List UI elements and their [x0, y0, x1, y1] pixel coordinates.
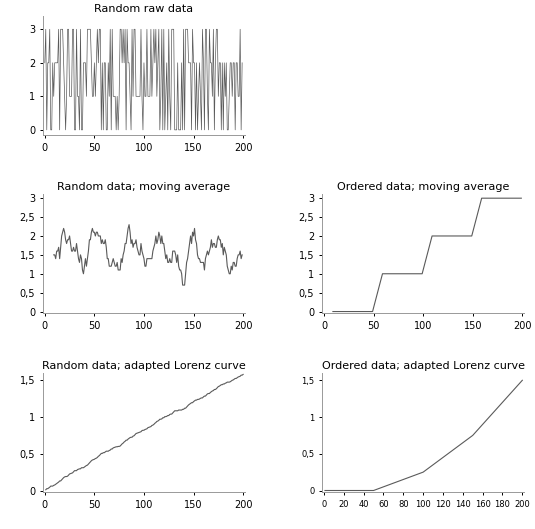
- Title: Random data; moving average: Random data; moving average: [57, 183, 231, 192]
- Title: Random data; adapted Lorenz curve: Random data; adapted Lorenz curve: [42, 361, 246, 371]
- Title: Ordered data; moving average: Ordered data; moving average: [337, 183, 509, 192]
- Title: Ordered data; adapted Lorenz curve: Ordered data; adapted Lorenz curve: [322, 361, 525, 371]
- Title: Random raw data: Random raw data: [94, 4, 194, 14]
